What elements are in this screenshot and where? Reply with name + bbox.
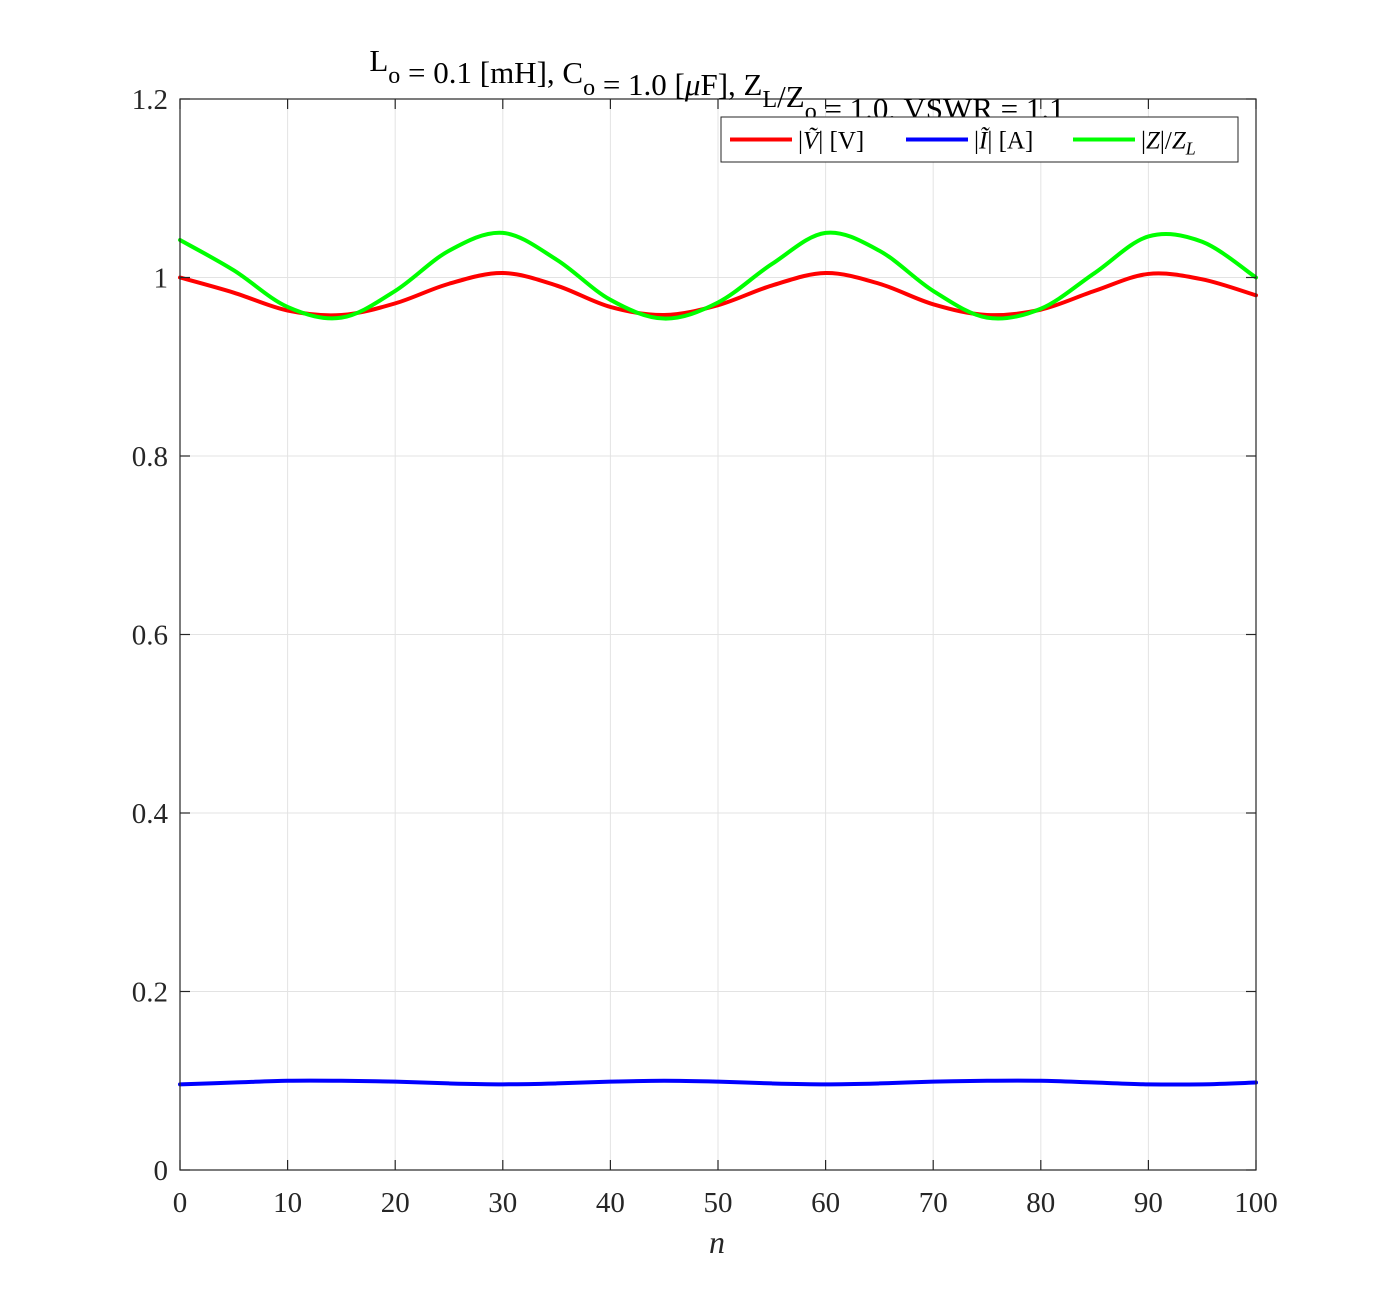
x-tick-label: 80 [1026,1187,1055,1219]
x-tick-label: 40 [596,1187,625,1219]
y-tick-label: 0.8 [132,441,168,473]
y-tick-label: 1.2 [132,84,168,116]
axis-layer [179,98,1257,1171]
tick-label-layer: 0 10 20 30 40 50 60 70 80 90 100 0 0.2 0.4 0.6 0.8 1 1.2 [132,84,1278,1219]
series-layer [178,230,1258,1087]
series-line-2 [178,1078,1258,1087]
x-tick-label: 10 [273,1187,302,1219]
x-tick-label: 20 [381,1187,410,1219]
y-tick-label: 0.6 [132,620,168,652]
legend: |Ṽ| [V] |Ĩ| [A] |Z|/ZL [720,116,1239,163]
y-tick-label: 0 [154,1155,169,1187]
legend-label-1: |Ṽ| [V] [798,127,864,155]
x-tick-label: 70 [919,1187,948,1219]
x-tick-label: 60 [811,1187,840,1219]
x-tick-label: 30 [488,1187,517,1219]
legend-box [720,116,1239,163]
legend-label-3: |Z|/ZL [1141,128,1196,159]
y-tick-label: 0.2 [132,977,168,1009]
x-tick-label: 90 [1134,1187,1163,1219]
legend-label-2: |Ĩ| [A] [974,127,1033,155]
grid-layer [179,98,1257,1171]
x-tick-label: 0 [173,1187,188,1219]
x-tick-label: 50 [704,1187,733,1219]
y-tick-label: 1 [154,263,169,295]
chart-title: Lo = 0.1 [mH], Co = 1.0 [μF], ZL/Zo = 1.… [369,43,1064,126]
x-axis-label: n [709,1224,725,1260]
series-line-3 [178,230,1258,321]
x-tick-label: 100 [1234,1187,1278,1219]
y-tick-label: 0.4 [132,798,169,830]
